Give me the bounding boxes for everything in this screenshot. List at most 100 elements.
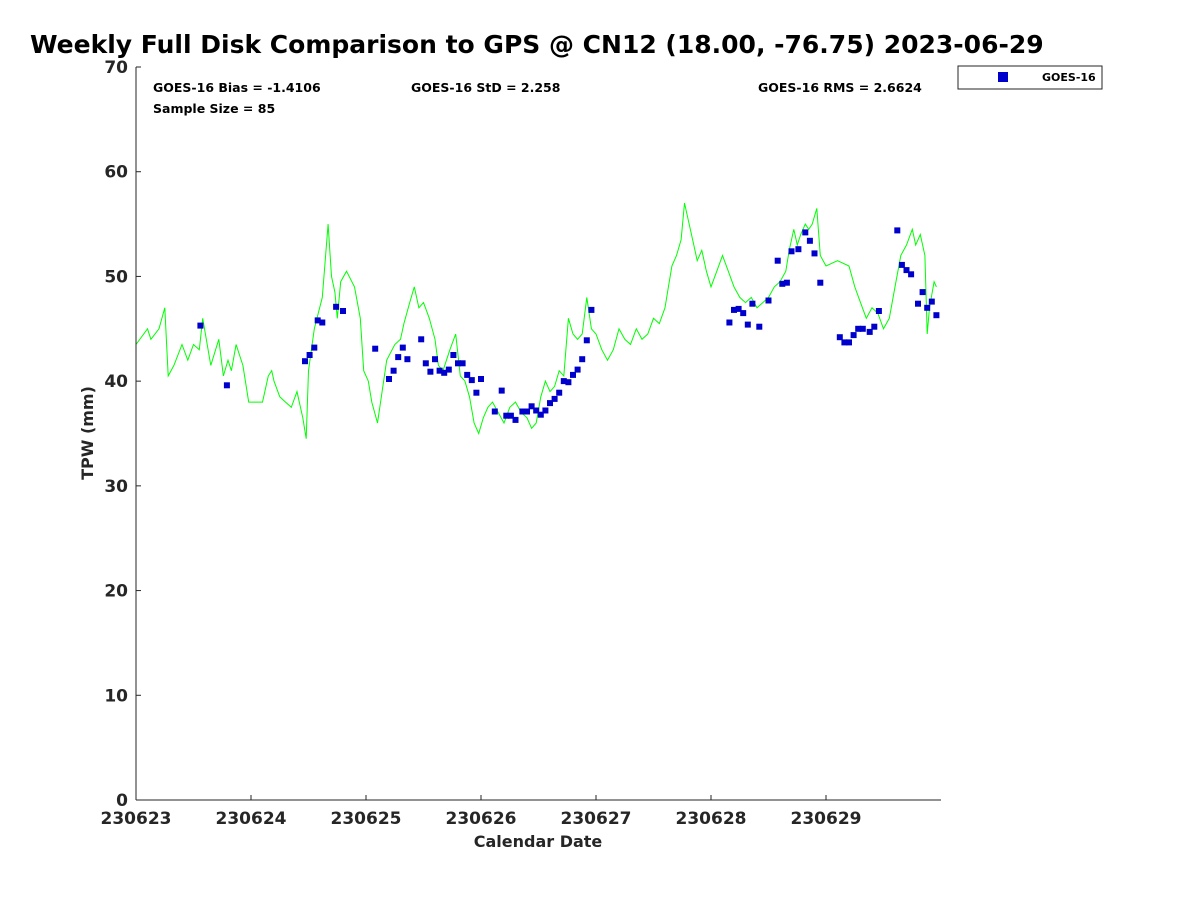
x-tick-label: 230628	[676, 809, 747, 829]
goes16-data-point	[783, 279, 790, 286]
goes16-data-point	[588, 306, 595, 313]
goes16-data-point	[478, 376, 484, 382]
y-tick-label: 40	[104, 372, 128, 392]
goes16-data-point	[542, 407, 549, 414]
goes16-data-point	[386, 376, 392, 382]
goes16-data-point	[788, 248, 795, 255]
goes16-data-point	[765, 297, 772, 304]
goes16-data-point	[871, 323, 878, 330]
x-tick-label: 230627	[561, 809, 632, 829]
goes16-data-point	[802, 229, 809, 236]
y-tick-label: 0	[116, 791, 128, 811]
goes16-data-point	[740, 310, 747, 317]
goes16-data-point	[903, 267, 910, 274]
goes16-data-point	[395, 354, 402, 361]
goes16-data-point	[560, 378, 567, 385]
goes16-data-point	[473, 389, 480, 396]
legend-box	[957, 65, 1103, 90]
goes16-data-point	[390, 367, 397, 374]
goes16-data-point	[570, 371, 576, 378]
goes16-data-point	[223, 382, 230, 389]
goes16-data-point	[875, 308, 882, 314]
goes16-data-point	[498, 387, 505, 394]
goes16-data-point	[399, 344, 406, 351]
goes16-data-point	[306, 352, 313, 358]
goes16-data-point	[436, 367, 443, 374]
goes16-data-point	[418, 336, 425, 343]
goes16-data-point	[455, 360, 461, 367]
goes16-data-point	[894, 227, 901, 234]
goes16-data-point	[806, 237, 813, 244]
goes16-data-point	[915, 300, 921, 307]
x-tick-label: 230624	[216, 809, 287, 829]
goes16-data-point	[779, 280, 786, 287]
goes16-data-point	[846, 339, 852, 346]
goes16-data-point	[744, 321, 751, 328]
goes16-data-point	[731, 306, 737, 313]
goes16-data-point	[811, 250, 818, 257]
plot-area	[135, 202, 937, 439]
goes16-data-point	[533, 407, 540, 414]
goes16-data-point	[574, 366, 581, 373]
goes16-data-point	[314, 317, 321, 324]
goes16-data-point	[528, 403, 535, 410]
goes16-data-point	[841, 339, 848, 346]
goes16-data-point	[468, 377, 475, 384]
goes16-data-point	[908, 271, 915, 278]
goes16-data-point	[450, 352, 457, 358]
goes16-data-point	[319, 319, 326, 326]
goes16-data-point	[898, 261, 905, 268]
goes16-data-point	[427, 368, 434, 375]
goes16-data-point	[836, 334, 843, 341]
goes16-data-point	[441, 369, 448, 376]
bias-stat: GOES-16 Bias = -1.4106	[153, 80, 321, 95]
goes16-data-point	[503, 412, 510, 419]
y-tick-label: 20	[104, 582, 128, 602]
x-axis-title: Calendar Date	[474, 832, 603, 851]
goes16-data-point	[855, 325, 862, 332]
y-axis-ticks: 0 10 20 30 40 50 60 70	[104, 58, 141, 811]
goes16-data-point	[928, 298, 935, 305]
y-tick-label: 70	[104, 58, 128, 78]
goes16-data-point	[491, 408, 498, 415]
y-tick-label: 10	[104, 686, 128, 706]
x-tick-label: 230626	[446, 809, 517, 829]
x-tick-label: 230623	[101, 809, 172, 829]
goes16-data-point	[735, 305, 742, 312]
y-tick-label: 50	[104, 267, 128, 287]
y-tick-label: 60	[104, 163, 128, 183]
std-stat: GOES-16 StD = 2.258	[411, 80, 560, 95]
data-points	[197, 227, 940, 423]
goes16-data-point	[333, 303, 340, 310]
goes16-data-point	[817, 279, 824, 286]
goes16-data-point	[850, 332, 857, 339]
goes16-data-point	[749, 300, 756, 307]
y-tick-label: 30	[104, 477, 128, 497]
goes16-data-point	[565, 379, 572, 386]
goes16-data-point	[795, 246, 802, 253]
goes16-data-point	[197, 322, 204, 329]
goes16-data-point	[340, 308, 346, 314]
goes16-data-point	[866, 328, 873, 335]
goes16-data-point	[537, 411, 544, 418]
goes16-data-point	[445, 366, 452, 373]
goes16-data-point	[556, 389, 563, 396]
goes16-data-point	[547, 400, 553, 407]
goes16-data-point	[464, 371, 471, 378]
goes16-data-point	[512, 416, 519, 423]
goes16-data-point	[432, 356, 438, 363]
x-tick-label: 230625	[331, 809, 402, 829]
goes16-data-point	[302, 358, 308, 365]
legend-marker	[998, 72, 1008, 82]
goes16-data-point	[372, 345, 379, 352]
goes16-data-point	[726, 319, 733, 326]
goes16-data-point	[933, 312, 940, 319]
legend-label: GOES-16	[1042, 71, 1096, 84]
y-axis-title: TPW (mm)	[78, 386, 97, 480]
goes16-data-point	[583, 337, 590, 344]
goes16-data-point	[311, 344, 318, 351]
goes16-data-point	[756, 323, 763, 330]
x-axis-ticks: 230623 230624 230625 230626 230627 230628 2306…	[101, 795, 861, 829]
goes16-data-point	[422, 360, 429, 367]
